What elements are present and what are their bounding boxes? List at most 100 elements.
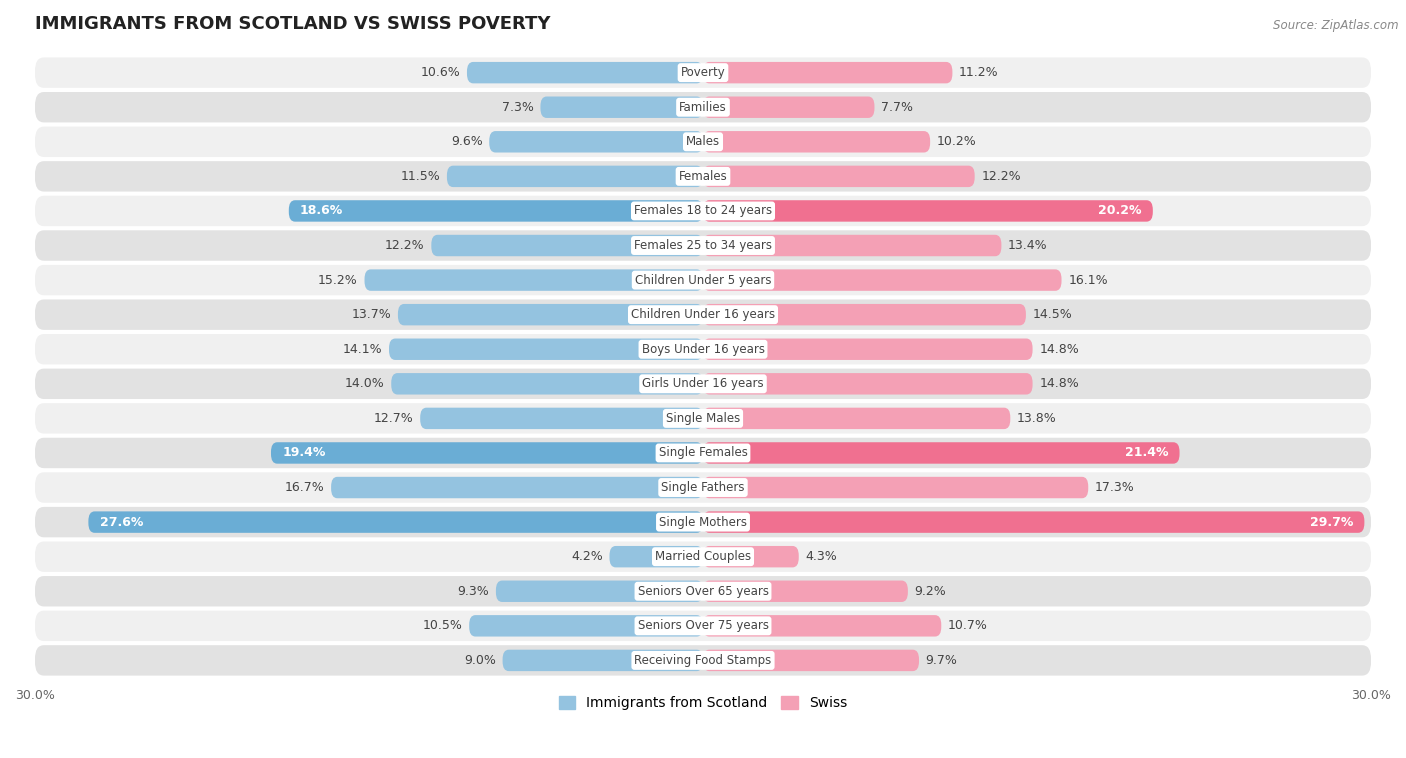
FancyBboxPatch shape (703, 546, 799, 568)
FancyBboxPatch shape (703, 131, 931, 152)
Text: Children Under 5 years: Children Under 5 years (634, 274, 772, 287)
Text: Receiving Food Stamps: Receiving Food Stamps (634, 654, 772, 667)
FancyBboxPatch shape (389, 339, 703, 360)
FancyBboxPatch shape (703, 373, 1032, 394)
Text: 12.2%: 12.2% (385, 239, 425, 252)
FancyBboxPatch shape (364, 269, 703, 291)
Text: Females 18 to 24 years: Females 18 to 24 years (634, 205, 772, 218)
Text: Children Under 16 years: Children Under 16 years (631, 309, 775, 321)
FancyBboxPatch shape (703, 200, 1153, 221)
FancyBboxPatch shape (703, 581, 908, 602)
Text: 10.2%: 10.2% (936, 135, 977, 149)
Text: 4.2%: 4.2% (571, 550, 603, 563)
Text: Females: Females (679, 170, 727, 183)
Text: 14.1%: 14.1% (343, 343, 382, 356)
FancyBboxPatch shape (35, 541, 1371, 572)
Text: Males: Males (686, 135, 720, 149)
FancyBboxPatch shape (703, 62, 952, 83)
Text: 14.8%: 14.8% (1039, 377, 1078, 390)
FancyBboxPatch shape (35, 403, 1371, 434)
FancyBboxPatch shape (35, 161, 1371, 192)
Text: IMMIGRANTS FROM SCOTLAND VS SWISS POVERTY: IMMIGRANTS FROM SCOTLAND VS SWISS POVERT… (35, 15, 550, 33)
Text: 14.5%: 14.5% (1032, 309, 1073, 321)
Text: Females 25 to 34 years: Females 25 to 34 years (634, 239, 772, 252)
FancyBboxPatch shape (330, 477, 703, 498)
Text: 16.7%: 16.7% (284, 481, 325, 494)
Text: 16.1%: 16.1% (1069, 274, 1108, 287)
Text: 17.3%: 17.3% (1095, 481, 1135, 494)
FancyBboxPatch shape (703, 339, 1032, 360)
FancyBboxPatch shape (467, 62, 703, 83)
Text: 14.8%: 14.8% (1039, 343, 1078, 356)
FancyBboxPatch shape (703, 235, 1001, 256)
FancyBboxPatch shape (703, 650, 920, 671)
Text: 10.7%: 10.7% (948, 619, 988, 632)
Text: Families: Families (679, 101, 727, 114)
FancyBboxPatch shape (35, 368, 1371, 399)
Text: 27.6%: 27.6% (100, 515, 143, 528)
FancyBboxPatch shape (489, 131, 703, 152)
Text: 9.3%: 9.3% (457, 584, 489, 598)
Text: 13.4%: 13.4% (1008, 239, 1047, 252)
FancyBboxPatch shape (35, 472, 1371, 503)
Text: Seniors Over 65 years: Seniors Over 65 years (637, 584, 769, 598)
FancyBboxPatch shape (540, 96, 703, 118)
FancyBboxPatch shape (35, 58, 1371, 88)
Text: Boys Under 16 years: Boys Under 16 years (641, 343, 765, 356)
Text: 7.7%: 7.7% (882, 101, 912, 114)
FancyBboxPatch shape (703, 442, 1180, 464)
Text: 9.6%: 9.6% (451, 135, 482, 149)
FancyBboxPatch shape (609, 546, 703, 568)
Text: 20.2%: 20.2% (1098, 205, 1142, 218)
FancyBboxPatch shape (496, 581, 703, 602)
Text: Single Fathers: Single Fathers (661, 481, 745, 494)
FancyBboxPatch shape (35, 230, 1371, 261)
Text: Married Couples: Married Couples (655, 550, 751, 563)
FancyBboxPatch shape (420, 408, 703, 429)
FancyBboxPatch shape (89, 512, 703, 533)
FancyBboxPatch shape (35, 196, 1371, 226)
Text: 10.5%: 10.5% (423, 619, 463, 632)
FancyBboxPatch shape (35, 334, 1371, 365)
FancyBboxPatch shape (470, 615, 703, 637)
Text: 13.7%: 13.7% (352, 309, 391, 321)
FancyBboxPatch shape (703, 408, 1011, 429)
Text: 9.2%: 9.2% (914, 584, 946, 598)
FancyBboxPatch shape (447, 166, 703, 187)
FancyBboxPatch shape (703, 615, 941, 637)
FancyBboxPatch shape (432, 235, 703, 256)
FancyBboxPatch shape (35, 127, 1371, 157)
Text: 14.0%: 14.0% (344, 377, 385, 390)
FancyBboxPatch shape (35, 507, 1371, 537)
Text: Source: ZipAtlas.com: Source: ZipAtlas.com (1274, 19, 1399, 32)
FancyBboxPatch shape (35, 611, 1371, 641)
Text: 12.2%: 12.2% (981, 170, 1021, 183)
FancyBboxPatch shape (35, 92, 1371, 123)
FancyBboxPatch shape (502, 650, 703, 671)
Text: 10.6%: 10.6% (420, 66, 460, 79)
Text: Single Males: Single Males (666, 412, 740, 425)
Text: 18.6%: 18.6% (299, 205, 343, 218)
Text: Single Females: Single Females (658, 446, 748, 459)
FancyBboxPatch shape (703, 269, 1062, 291)
FancyBboxPatch shape (271, 442, 703, 464)
FancyBboxPatch shape (35, 438, 1371, 468)
Text: Girls Under 16 years: Girls Under 16 years (643, 377, 763, 390)
Text: 11.5%: 11.5% (401, 170, 440, 183)
FancyBboxPatch shape (703, 512, 1364, 533)
FancyBboxPatch shape (703, 477, 1088, 498)
FancyBboxPatch shape (288, 200, 703, 221)
Text: 4.3%: 4.3% (806, 550, 837, 563)
Legend: Immigrants from Scotland, Swiss: Immigrants from Scotland, Swiss (553, 691, 853, 716)
Text: Single Mothers: Single Mothers (659, 515, 747, 528)
FancyBboxPatch shape (35, 645, 1371, 675)
Text: 19.4%: 19.4% (283, 446, 326, 459)
Text: 12.7%: 12.7% (374, 412, 413, 425)
FancyBboxPatch shape (35, 299, 1371, 330)
FancyBboxPatch shape (703, 96, 875, 118)
FancyBboxPatch shape (35, 576, 1371, 606)
Text: 13.8%: 13.8% (1017, 412, 1057, 425)
Text: 9.7%: 9.7% (925, 654, 957, 667)
Text: 15.2%: 15.2% (318, 274, 359, 287)
FancyBboxPatch shape (35, 265, 1371, 296)
